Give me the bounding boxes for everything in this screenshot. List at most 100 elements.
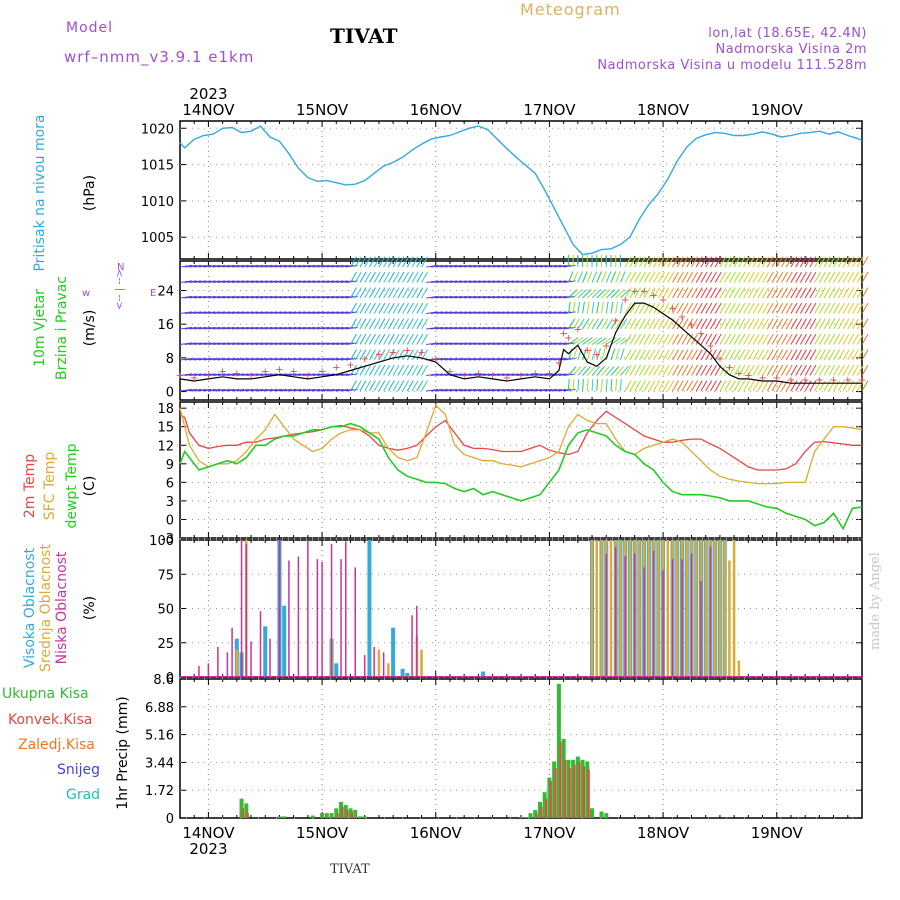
wind-barb xyxy=(421,333,428,345)
wind-barb xyxy=(624,364,632,376)
wind-barb xyxy=(184,357,197,361)
wind-barb xyxy=(213,264,226,268)
precip-bar-conv xyxy=(341,806,344,818)
wind-barb xyxy=(430,388,443,392)
wind-barb xyxy=(657,318,665,330)
wind-barb xyxy=(336,342,349,345)
wind-barb xyxy=(728,349,736,361)
wind-barb xyxy=(586,301,590,314)
wind-barb xyxy=(804,380,812,392)
wind-barb xyxy=(307,357,320,361)
wind-barb xyxy=(411,364,419,376)
wind-barb xyxy=(241,388,254,392)
precip-bar-conv xyxy=(573,764,576,818)
wind-barb xyxy=(184,326,197,330)
wind-barb xyxy=(847,287,855,299)
wind-barb xyxy=(610,337,622,345)
wind-barb xyxy=(582,348,587,361)
wind-barb xyxy=(454,357,467,361)
cloud-bar-mid xyxy=(638,540,641,677)
wind-gust-mark: + xyxy=(744,371,752,382)
wind-barb xyxy=(733,256,741,268)
wind-barb xyxy=(785,302,793,314)
wind-barb xyxy=(790,271,798,283)
wind-barb xyxy=(648,349,656,361)
wind-barb xyxy=(383,349,391,361)
wind-barb xyxy=(549,295,562,299)
wind-barb xyxy=(250,295,263,299)
wind-barb xyxy=(828,256,836,268)
wind-barb xyxy=(582,378,584,392)
wind-barb xyxy=(799,271,807,283)
y-tick-label-cloud: 100 xyxy=(149,534,174,549)
series-line-temp-2m xyxy=(179,410,862,471)
wind-barb xyxy=(605,289,616,299)
wind-barb xyxy=(198,326,211,330)
wind-barb xyxy=(392,364,400,376)
wind-barb xyxy=(747,271,755,283)
wind-barb xyxy=(691,380,698,392)
wind-barb xyxy=(714,271,722,283)
wind-barb xyxy=(605,366,615,376)
wind-barb xyxy=(298,373,311,376)
wind-barb xyxy=(577,378,580,392)
wind-barb xyxy=(714,349,722,361)
wind-barb xyxy=(648,256,656,268)
cloud-bar-mid xyxy=(737,660,741,677)
wind-barb xyxy=(236,295,249,299)
wind-barb xyxy=(743,333,751,345)
wind-barb xyxy=(213,295,226,299)
wind-barb xyxy=(662,302,670,314)
wind-barb xyxy=(265,388,278,392)
wind-barb xyxy=(799,349,807,361)
wind-barb xyxy=(416,256,424,268)
wind-barb xyxy=(833,271,841,283)
wind-barb xyxy=(421,380,428,392)
wind-barb xyxy=(837,364,845,376)
wind-barb xyxy=(572,318,580,330)
wind-barb xyxy=(804,333,812,345)
wind-barb xyxy=(312,280,325,283)
wind-barb xyxy=(814,256,822,268)
wind-barb xyxy=(317,280,330,283)
wind-barb xyxy=(634,318,642,330)
wind-barb xyxy=(634,256,642,268)
wind-barb xyxy=(776,333,784,345)
precip-bar-total xyxy=(334,808,339,818)
wind-barb xyxy=(511,326,524,330)
wind-barb xyxy=(516,311,529,314)
wind-barb xyxy=(378,256,386,268)
wind-barb xyxy=(468,373,481,376)
wind-barb xyxy=(676,349,684,361)
wind-barb xyxy=(672,302,679,314)
wind-barb xyxy=(662,271,670,283)
wind-barb xyxy=(776,287,784,299)
wind-barb xyxy=(411,287,419,299)
wind-barb xyxy=(506,280,519,283)
wind-barb xyxy=(250,388,263,392)
wind-barb xyxy=(274,264,287,268)
wind-barb xyxy=(184,295,197,299)
precip-bar-total xyxy=(561,738,566,818)
precip-bar-total xyxy=(348,808,353,818)
wind-barb xyxy=(426,280,439,283)
wind-barb xyxy=(350,271,357,283)
wind-barb xyxy=(724,256,732,268)
cloud-bar-low xyxy=(671,559,674,677)
wind-barb xyxy=(710,333,717,345)
wind-barb xyxy=(814,349,822,361)
wind-barb xyxy=(511,388,524,392)
wind-gust-mark: + xyxy=(725,362,733,373)
wind-barb xyxy=(743,364,751,376)
wind-barb xyxy=(397,333,405,345)
wind-barb xyxy=(539,342,552,345)
wind-barb xyxy=(483,342,496,345)
wind-barb xyxy=(473,388,486,392)
wind-barb xyxy=(406,364,414,376)
wind-barb xyxy=(695,349,703,361)
wind-barb xyxy=(676,318,684,330)
wind-barb xyxy=(818,271,826,283)
wind-barb xyxy=(284,388,297,392)
wind-barb xyxy=(728,287,736,299)
wind-barb xyxy=(634,271,642,283)
